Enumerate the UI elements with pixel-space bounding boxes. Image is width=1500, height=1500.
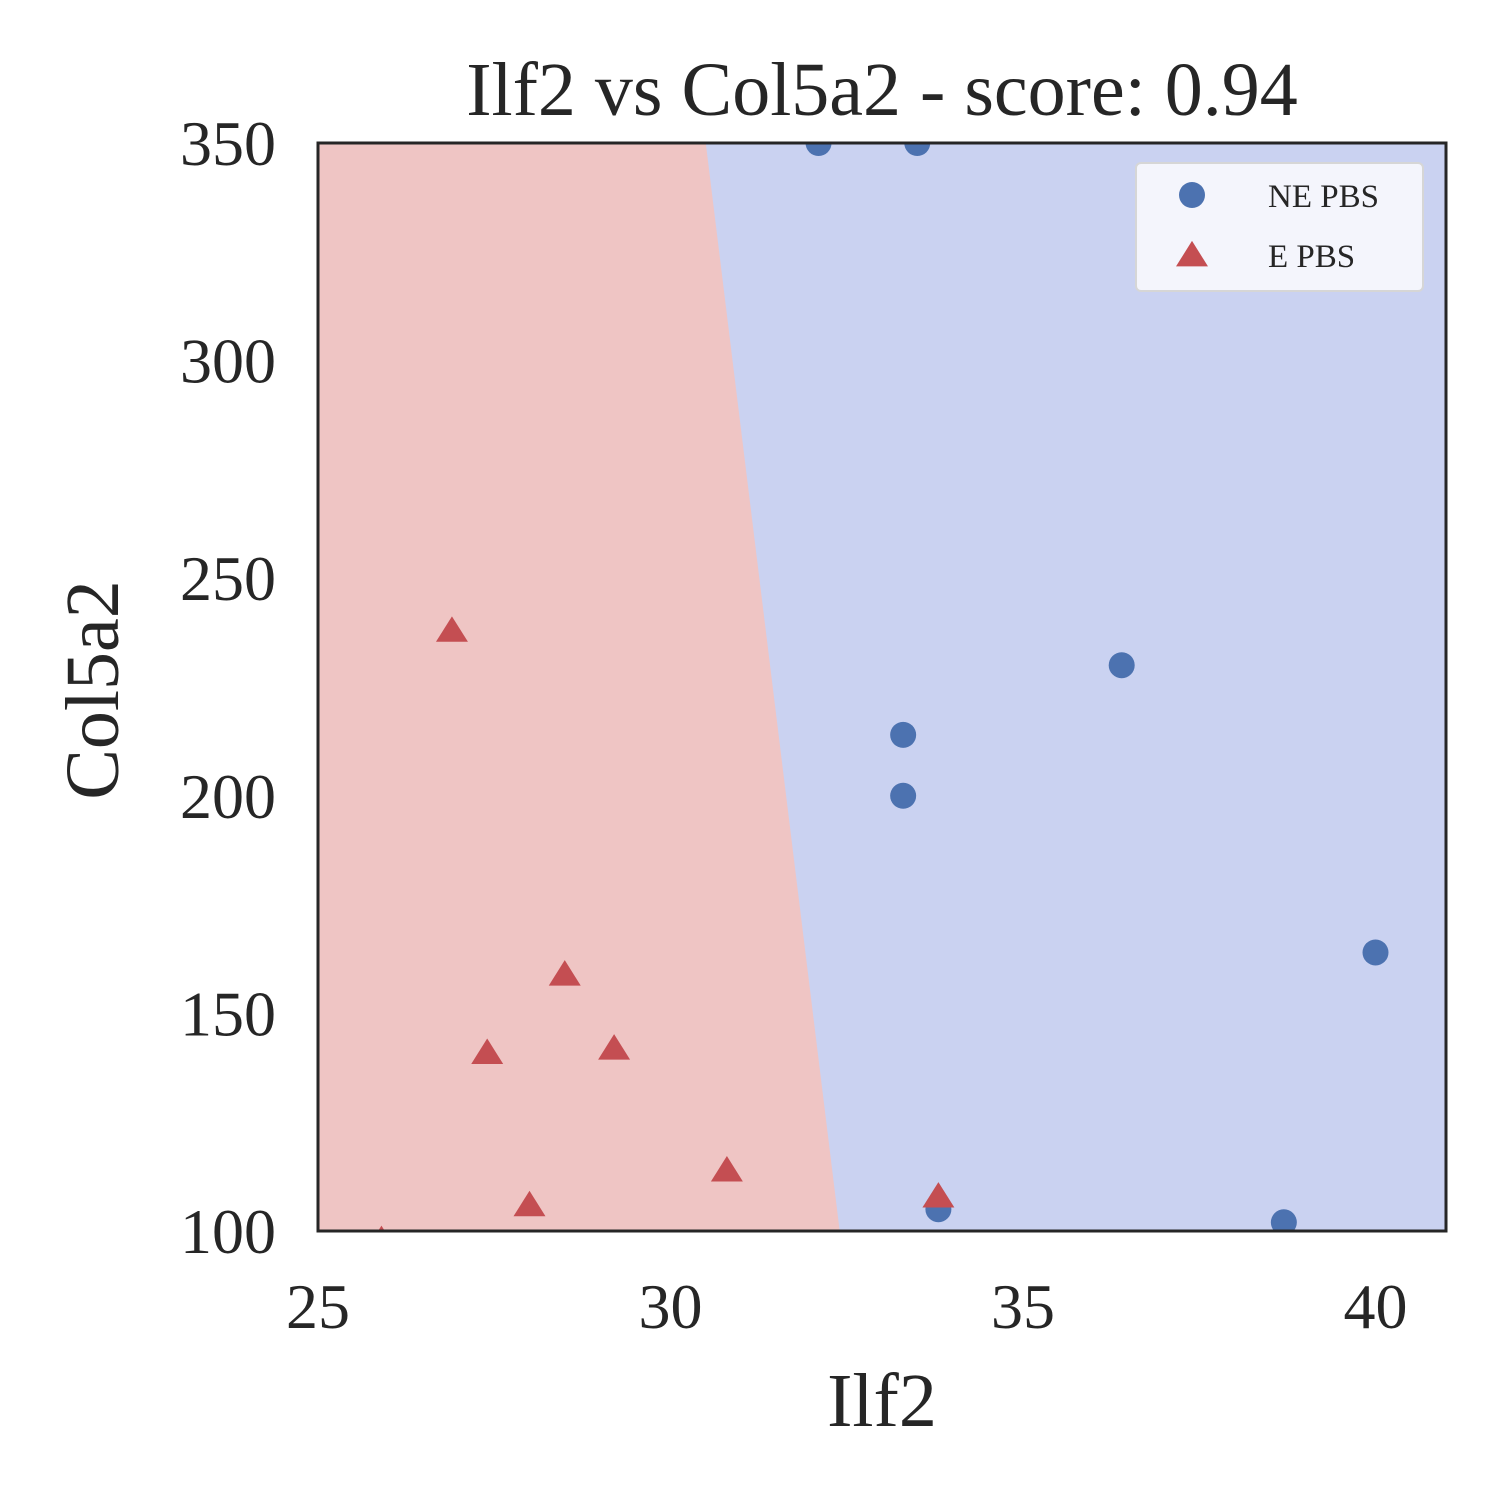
x-axis-label: Ilf2	[827, 1359, 937, 1443]
legend-marker-ne-pbs	[1179, 182, 1205, 208]
data-points	[378, 143, 1389, 1231]
ne-pbs-point	[1362, 939, 1389, 966]
e-pbs-point	[598, 1034, 631, 1060]
e-pbs-point	[435, 616, 468, 642]
x-tick-label: 30	[639, 1271, 703, 1342]
legend-label: E PBS	[1268, 239, 1355, 275]
x-tick-label: 40	[1344, 1271, 1408, 1342]
y-axis-ticks: 100 150 200 250 300 350	[180, 108, 276, 1267]
x-tick-label: 25	[286, 1271, 350, 1342]
ne-pbs-point	[904, 143, 931, 156]
y-tick-label: 350	[180, 108, 276, 179]
chart-title: Ilf2 vs Col5a2 - score: 0.94	[466, 48, 1298, 132]
region-e-pbs	[318, 143, 840, 1231]
x-axis-ticks: 25 30 35 40	[286, 1271, 1408, 1342]
e-pbs-point	[513, 1190, 546, 1217]
ne-pbs-point	[1270, 1209, 1297, 1231]
y-tick-label: 250	[180, 543, 276, 614]
y-axis-label: Col5a2	[51, 580, 135, 800]
y-tick-label: 150	[180, 978, 276, 1049]
decision-regions	[318, 143, 1446, 1231]
legend-box	[1135, 162, 1424, 292]
y-tick-label: 300	[180, 326, 276, 397]
legend: NE PBS E PBS	[1135, 162, 1424, 292]
e-pbs-point	[548, 960, 581, 986]
y-tick-label: 100	[180, 1196, 276, 1267]
x-tick-label: 35	[991, 1271, 1055, 1342]
e-pbs-point	[471, 1038, 504, 1064]
ne-pbs-point	[890, 721, 917, 748]
legend-marker-e-pbs	[1176, 240, 1208, 267]
e-pbs-point	[710, 1155, 743, 1182]
e-pbs-point	[922, 1182, 955, 1208]
ne-pbs-point	[805, 143, 832, 156]
legend-label: NE PBS	[1268, 179, 1379, 215]
ne-pbs-point	[890, 782, 917, 809]
plot-frame	[316, 141, 1448, 1233]
y-tick-label: 200	[180, 761, 276, 832]
ne-pbs-point	[1108, 652, 1135, 679]
